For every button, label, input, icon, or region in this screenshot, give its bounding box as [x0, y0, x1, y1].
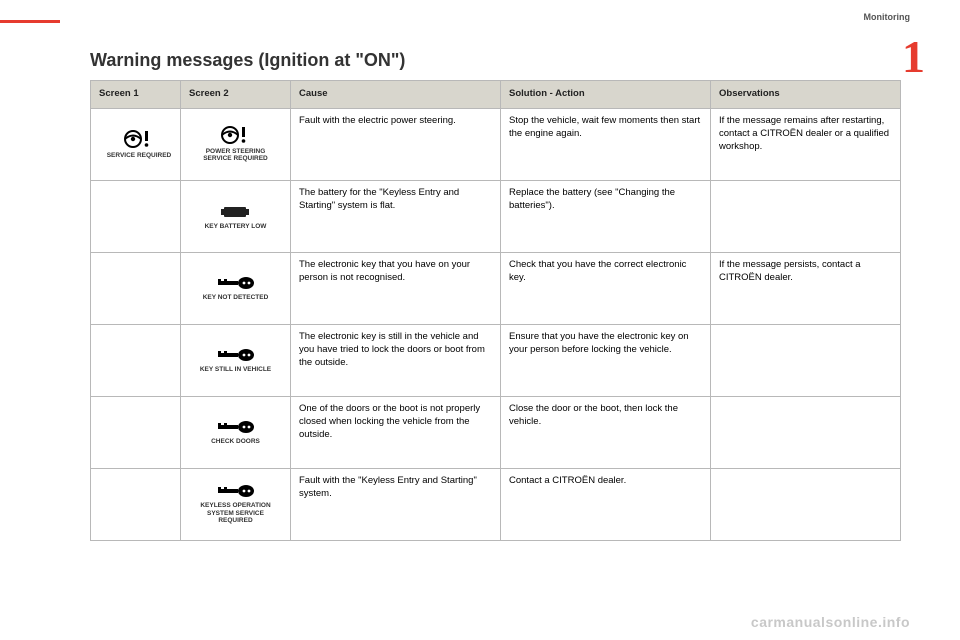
- table-row: <線/> KEYLESS OPERATION SYSTEM SERVICE REQ…: [91, 469, 901, 541]
- cell-cause: The electronic key that you have on your…: [291, 253, 501, 325]
- cell-observations: [711, 397, 901, 469]
- cell-observations: If the message persists, contact a CITRO…: [711, 253, 901, 325]
- icon-caption: SERVICE REQUIRED: [99, 152, 179, 159]
- wheel-required-icon: [196, 124, 276, 146]
- cell-observations: [711, 469, 901, 541]
- watermark: carmanualsonline.info: [751, 614, 910, 630]
- col-observations: Observations: [711, 81, 901, 109]
- cell-screen1: [91, 181, 181, 253]
- key-icon: <線/>: [196, 346, 276, 364]
- table-row: <線/> KEY STILL IN VEHICLE The electronic k…: [91, 325, 901, 397]
- cell-solution: Check that you have the correct electron…: [501, 253, 711, 325]
- page-title: Warning messages (Ignition at "ON"): [90, 50, 405, 71]
- cell-observations: [711, 181, 901, 253]
- cell-observations: If the message remains after restarting,…: [711, 109, 901, 181]
- section-label: Monitoring: [864, 12, 911, 22]
- wheel-required-icon: [99, 128, 179, 150]
- warning-table: Screen 1 Screen 2 Cause Solution - Actio…: [90, 80, 900, 541]
- icon-caption: KEYLESS OPERATION SYSTEM SERVICE REQUIRE…: [196, 502, 276, 523]
- cell-cause: The battery for the "Keyless Entry and S…: [291, 181, 501, 253]
- cell-screen1: [91, 469, 181, 541]
- table-row: <線/> KEY NOT DETECTED The electronic key t…: [91, 253, 901, 325]
- cell-cause: The electronic key is still in the vehic…: [291, 325, 501, 397]
- icon-caption: CHECK DOORS: [196, 438, 276, 445]
- cell-observations: [711, 325, 901, 397]
- icon-caption: KEY STILL IN VEHICLE: [196, 366, 276, 373]
- icon-caption: POWER STEERING SERVICE REQUIRED: [196, 148, 276, 162]
- cell-screen2: <線/> KEYLESS OPERATION SYSTEM SERVICE REQ…: [181, 469, 291, 541]
- cell-screen2: <線/> CHECK DOORS: [181, 397, 291, 469]
- cell-screen1: [91, 253, 181, 325]
- col-screen1: Screen 1: [91, 81, 181, 109]
- col-screen2: Screen 2: [181, 81, 291, 109]
- cell-cause: Fault with the electric power steering.: [291, 109, 501, 181]
- cell-cause: Fault with the "Keyless Entry and Starti…: [291, 469, 501, 541]
- cell-solution: Stop the vehicle, wait few moments then …: [501, 109, 711, 181]
- chapter-number: 1: [902, 30, 925, 83]
- cell-screen2: <線/> KEY NOT DETECTED: [181, 253, 291, 325]
- accent-bar: [0, 20, 60, 23]
- cell-cause: One of the doors or the boot is not prop…: [291, 397, 501, 469]
- icon-caption: KEY BATTERY LOW: [196, 223, 276, 230]
- cell-screen1: [91, 325, 181, 397]
- cell-screen2: <線/> KEY STILL IN VEHICLE: [181, 325, 291, 397]
- table-header-row: Screen 1 Screen 2 Cause Solution - Actio…: [91, 81, 901, 109]
- cell-solution: Replace the battery (see "Changing the b…: [501, 181, 711, 253]
- col-solution: Solution - Action: [501, 81, 711, 109]
- cell-screen1: SERVICE REQUIRED: [91, 109, 181, 181]
- cell-solution: Close the door or the boot, then lock th…: [501, 397, 711, 469]
- table-row: <線/> CHECK DOORS One of the doors or the b…: [91, 397, 901, 469]
- table-row: KEY BATTERY LOW The battery for the "Keyl…: [91, 181, 901, 253]
- cell-screen1: [91, 397, 181, 469]
- icon-caption: KEY NOT DETECTED: [196, 294, 276, 301]
- cell-screen2: POWER STEERING SERVICE REQUIRED: [181, 109, 291, 181]
- key-icon: <線/>: [196, 274, 276, 292]
- cell-solution: Contact a CITROËN dealer.: [501, 469, 711, 541]
- col-cause: Cause: [291, 81, 501, 109]
- battery-icon: [196, 201, 276, 221]
- table-row: SERVICE REQUIRED POWER STEERING SERVICE R…: [91, 109, 901, 181]
- key-icon: <線/>: [196, 482, 276, 500]
- cell-screen2: KEY BATTERY LOW: [181, 181, 291, 253]
- key-icon: <線/>: [196, 418, 276, 436]
- cell-solution: Ensure that you have the electronic key …: [501, 325, 711, 397]
